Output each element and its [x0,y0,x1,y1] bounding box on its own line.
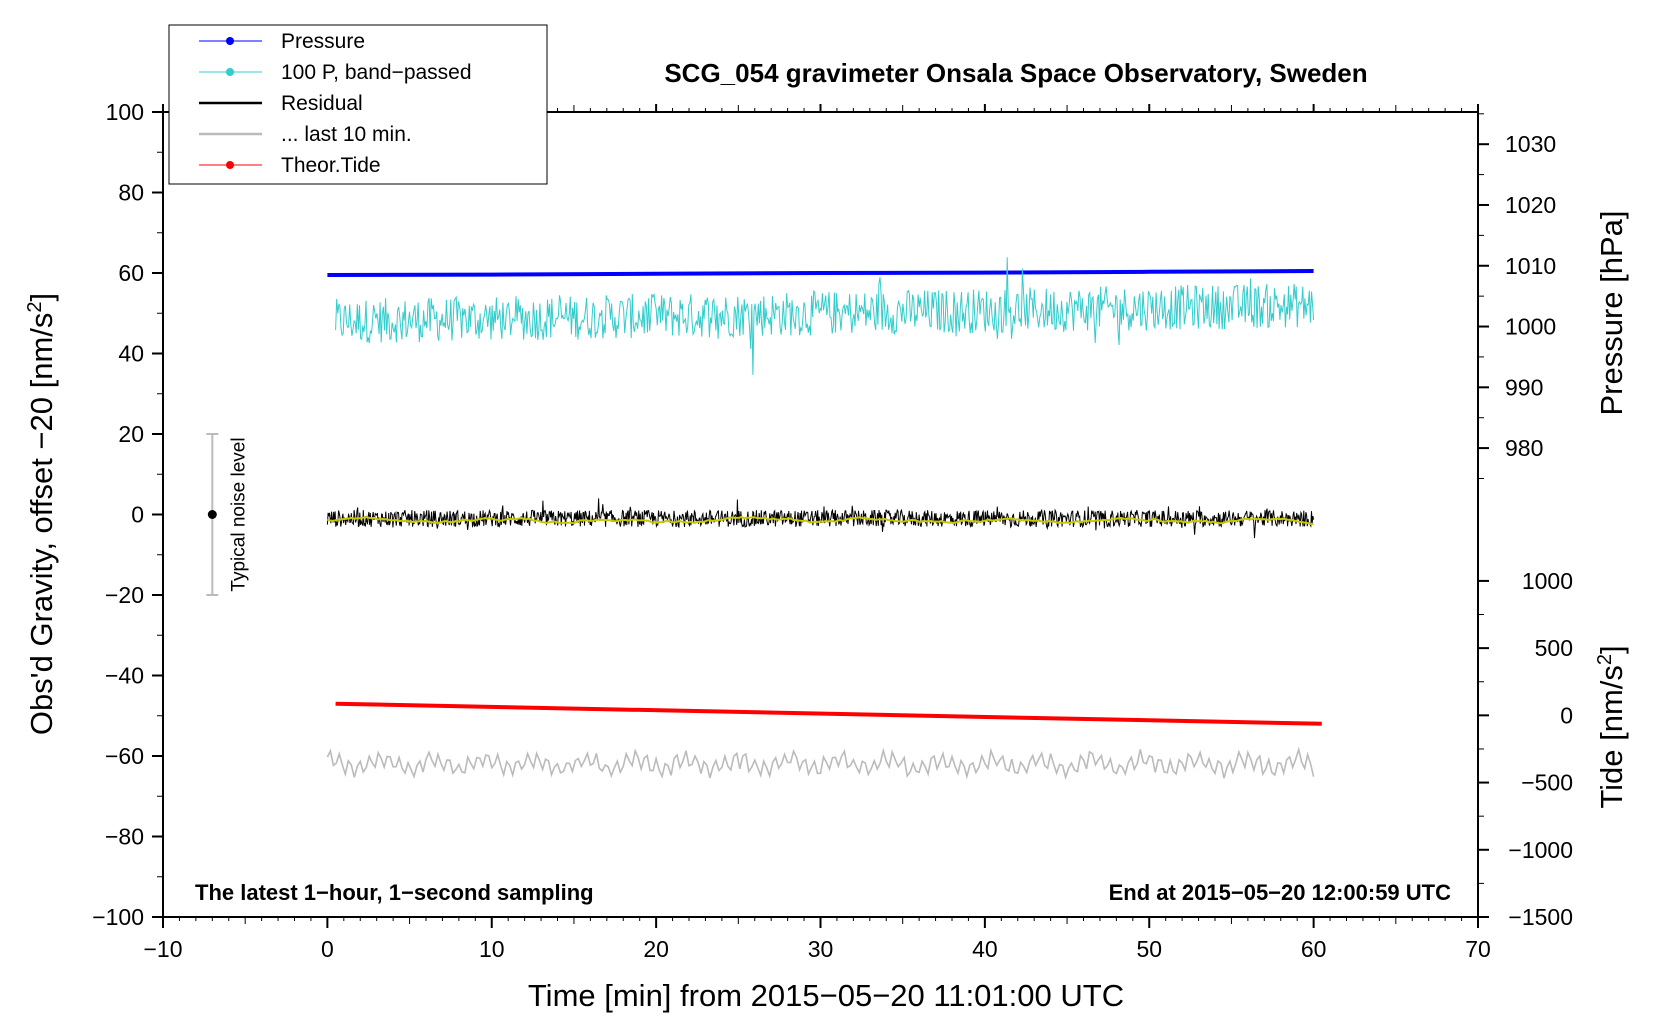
legend-box [168,24,548,185]
y-tick-label: −100 [92,904,144,930]
x-tick-label: 20 [643,936,669,962]
series-theor-tide [335,701,1322,726]
series-100-p-band-passed [335,257,1315,375]
legend: Pressure 100 P, band−passed Residual ... la… [168,24,548,185]
tide-axis-label-text: Tide [nm/s [1594,665,1629,809]
legend-marker [226,37,234,45]
tide-tick-label: −1000 [1508,837,1573,863]
y-tick-label: 0 [131,502,144,528]
y-axis-label-superscript: 2 [24,301,46,312]
y-tick-label: −60 [105,743,144,769]
plot-frame [162,111,1479,918]
tide-tick-label: −500 [1521,770,1573,796]
pressure-axis-label: Pressure [hPa] [1594,210,1629,415]
chart-title: SCG_054 gravimeter Onsala Space Observat… [664,58,1367,88]
noise-level-bar: Typical noise level [206,433,249,596]
series-layer [326,257,1322,781]
y-tick-label: 40 [118,341,144,367]
pressure-tick-label: 990 [1505,374,1543,400]
noise-bar-center-dot [207,510,217,519]
annotation-end-time: End at 2015−05−20 12:00:59 UTC [1109,880,1452,905]
x-tick-label: 10 [479,936,505,962]
tide-axis-label: Tide [nm/s2] [1594,645,1629,808]
tide-tick-label: 0 [1560,702,1573,728]
series-residual [326,498,1315,539]
y-tick-label: −40 [105,663,144,689]
legend-marker [226,161,234,169]
x-tick-label: −10 [143,936,182,962]
legend-label: ... last 10 min. [281,123,412,146]
legend-items: Pressure 100 P, band−passed Residual ... la… [199,30,472,177]
legend-label: Theor.Tide [281,154,381,177]
y-axis-label: Obs'd Gravity, offset −20 [nm/s2] [24,293,59,735]
y-axis-label-text: Obs'd Gravity, offset −20 [nm/s [24,313,59,736]
legend-label: Pressure [281,30,365,53]
y-axis-label-end: ] [24,293,59,302]
series-last-10-min [326,746,1315,781]
tide-tick-label: 1000 [1522,568,1573,594]
pressure-tick-label: 1020 [1505,192,1556,218]
legend-label: 100 P, band−passed [281,61,472,84]
tide-axis-label-superscript: 2 [1594,654,1616,665]
series-pressure [327,269,1314,277]
series-residual-smoothed [327,515,1314,526]
x-tick-label: 0 [321,936,334,962]
x-tick-label: 50 [1136,936,1162,962]
x-tick-label: 40 [972,936,998,962]
tide-axis-label-end: ] [1594,645,1629,654]
x-tick-label: 30 [808,936,834,962]
legend-marker [226,68,234,76]
pressure-tick-label: 1010 [1505,253,1556,279]
y-tick-label: −80 [105,824,144,850]
tide-tick-label: −1500 [1508,904,1573,930]
noise-bar-label: Typical noise level [228,437,249,591]
y-tick-label: 60 [118,260,144,286]
y-tick-label: 80 [118,180,144,206]
legend-label: Residual [281,92,363,115]
y-tick-label: 100 [106,99,144,125]
pressure-tick-label: 980 [1505,435,1543,461]
pressure-tick-label: 1030 [1505,131,1556,157]
x-tick-label: 60 [1301,936,1327,962]
y-tick-label: 20 [118,421,144,447]
ticks-layer: −10 0 10 20 30 40 50 60 70−100−80−60−40−20020406… [92,99,1573,962]
annotation-sampling: The latest 1−hour, 1−second sampling [195,880,594,905]
tide-tick-label: 500 [1535,635,1573,661]
x-tick-label: 70 [1465,936,1491,962]
y-tick-label: −20 [105,582,144,608]
pressure-tick-label: 1000 [1505,314,1556,340]
x-axis-label: Time [min] from 2015−05−20 11:01:00 UTC [528,978,1124,1013]
